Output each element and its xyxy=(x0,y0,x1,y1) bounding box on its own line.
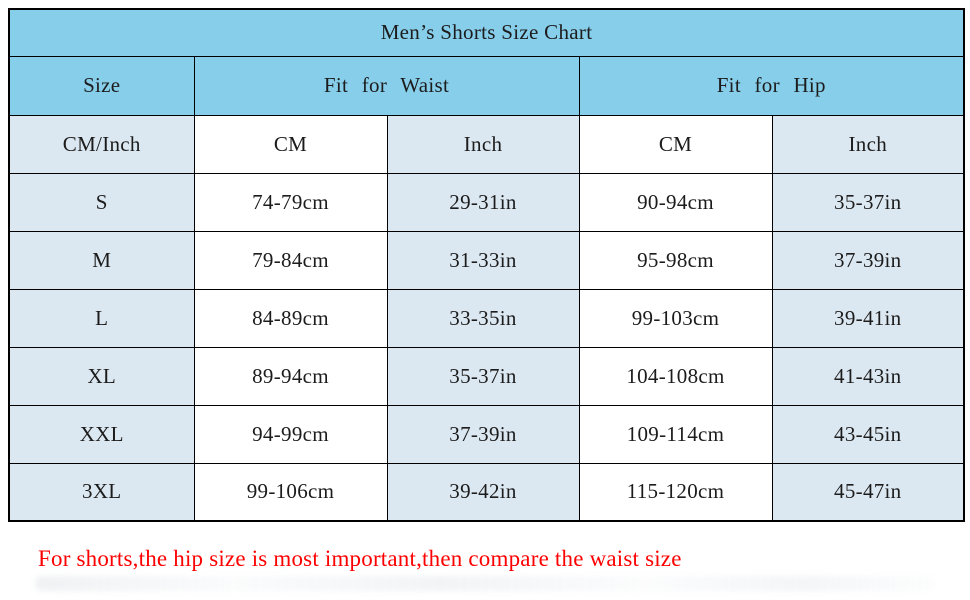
hip-inch-cell: 37-39in xyxy=(771,230,965,290)
waist-cm-cell: 89-94cm xyxy=(193,346,388,406)
sizing-note: For shorts,the hip size is most importan… xyxy=(38,546,682,571)
waist-inch-cell: 37-39in xyxy=(386,404,580,464)
size-cell: M xyxy=(8,230,195,290)
hip-inch-cell: 35-37in xyxy=(771,172,965,232)
size-chart: Men’s Shorts Size Chart Size Fit for Wai… xyxy=(8,8,966,522)
hip-cm-cell: 109-114cm xyxy=(578,404,773,464)
waist-inch-cell: 29-31in xyxy=(386,172,580,232)
hip-cm-cell: 95-98cm xyxy=(578,230,773,290)
header-fit-for-waist: Fit for Waist xyxy=(193,55,580,116)
hip-inch-cell: 43-45in xyxy=(771,404,965,464)
hip-cm-cell: 99-103cm xyxy=(578,288,773,348)
waist-cm-cell: 99-106cm xyxy=(193,462,388,522)
hip-cm-cell: 115-120cm xyxy=(578,462,773,522)
waist-cm-cell: 94-99cm xyxy=(193,404,388,464)
hip-inch-cell: 41-43in xyxy=(771,346,965,406)
waist-inch-cell: 31-33in xyxy=(386,230,580,290)
table-row-3xl: 3XL 99-106cm 39-42in 115-120cm 45-47in xyxy=(8,462,965,522)
hip-cm-cell: 90-94cm xyxy=(578,172,773,232)
chart-title: Men’s Shorts Size Chart xyxy=(8,8,965,57)
watermark-smudge xyxy=(35,576,935,591)
waist-cm-cell: 79-84cm xyxy=(193,230,388,290)
table-row-l: L 84-89cm 33-35in 99-103cm 39-41in xyxy=(8,288,965,348)
header-fit-for-hip: Fit for Hip xyxy=(578,55,965,116)
subheader-waist-inch: Inch xyxy=(386,114,580,174)
waist-cm-cell: 84-89cm xyxy=(193,288,388,348)
size-cell: 3XL xyxy=(8,462,195,522)
size-cell: XXL xyxy=(8,404,195,464)
waist-inch-cell: 33-35in xyxy=(386,288,580,348)
hip-cm-cell: 104-108cm xyxy=(578,346,773,406)
size-chart-table: Men’s Shorts Size Chart Size Fit for Wai… xyxy=(8,8,966,522)
hip-inch-cell: 45-47in xyxy=(771,462,965,522)
table-row-xxl: XXL 94-99cm 37-39in 109-114cm 43-45in xyxy=(8,404,965,464)
header-size: Size xyxy=(8,55,195,116)
title-row: Men’s Shorts Size Chart xyxy=(8,8,965,57)
table-row-s: S 74-79cm 29-31in 90-94cm 35-37in xyxy=(8,172,965,232)
subheader-hip-cm: CM xyxy=(578,114,773,174)
header-row: Size Fit for Waist Fit for Hip xyxy=(8,55,965,116)
waist-inch-cell: 39-42in xyxy=(386,462,580,522)
subheader-row: CM/Inch CM Inch CM Inch xyxy=(8,114,965,174)
size-cell: L xyxy=(8,288,195,348)
size-cell: S xyxy=(8,172,195,232)
size-cell: XL xyxy=(8,346,195,406)
subheader-unit: CM/Inch xyxy=(8,114,195,174)
subheader-waist-cm: CM xyxy=(193,114,388,174)
waist-inch-cell: 35-37in xyxy=(386,346,580,406)
table-row-xl: XL 89-94cm 35-37in 104-108cm 41-43in xyxy=(8,346,965,406)
subheader-hip-inch: Inch xyxy=(771,114,965,174)
waist-cm-cell: 74-79cm xyxy=(193,172,388,232)
table-row-m: M 79-84cm 31-33in 95-98cm 37-39in xyxy=(8,230,965,290)
hip-inch-cell: 39-41in xyxy=(771,288,965,348)
